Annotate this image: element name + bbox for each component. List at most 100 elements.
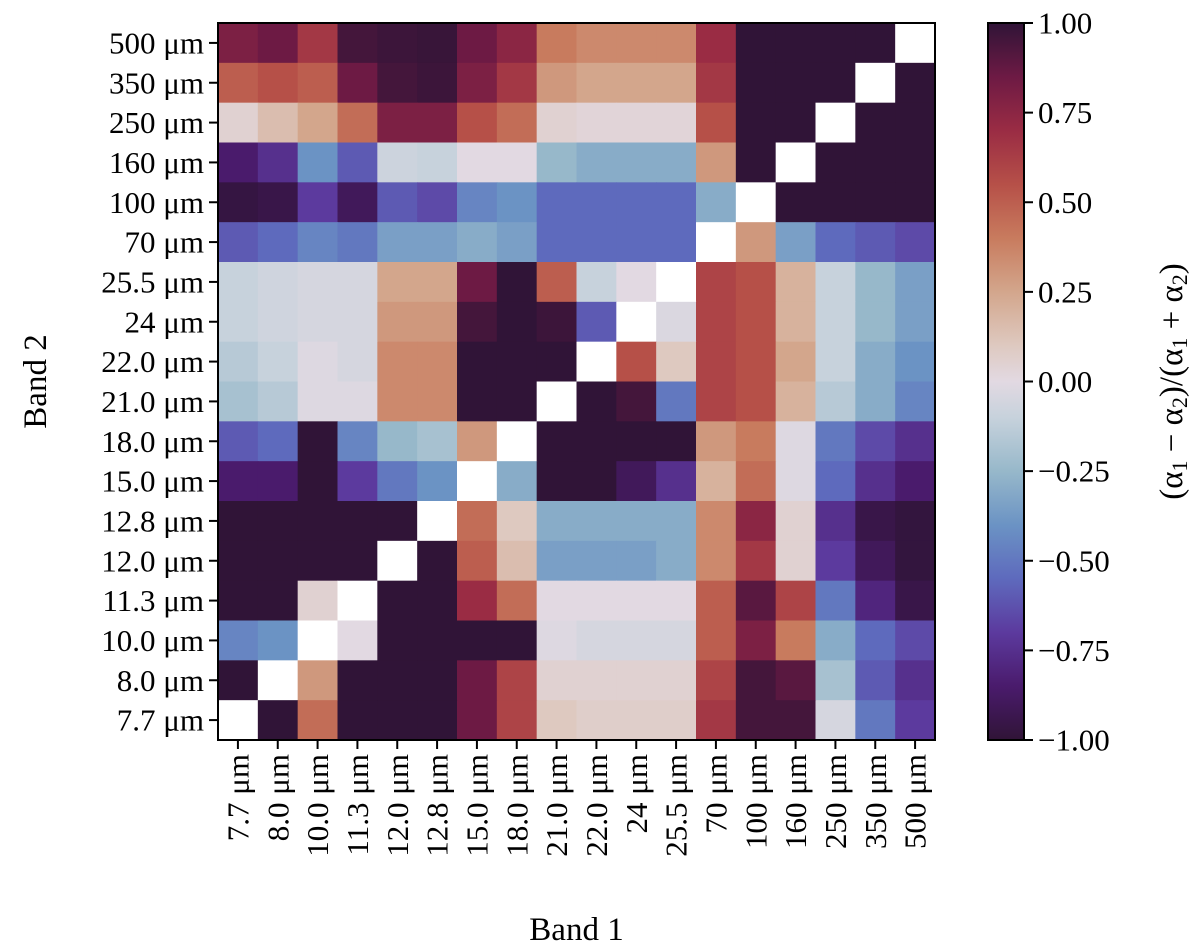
heatmap-cell [656,182,697,223]
heatmap-cell [576,182,617,223]
heatmap-cell [257,23,299,64]
heatmap-cell [337,222,378,263]
heatmap-cells [218,23,936,741]
heatmap-cell [496,580,538,622]
heatmap-cell [536,660,578,701]
heatmap-cell [895,301,936,343]
heatmap-cell [457,620,498,661]
heatmap-cell [218,341,259,383]
y-tick-label: 350 μm [109,65,204,100]
heatmap-cell [257,222,299,263]
heatmap-cell [775,381,817,422]
heatmap-cell [536,620,578,661]
heatmap-cell [377,62,418,104]
colorbar-tick-label: −1.00 [1038,723,1110,758]
heatmap-cell [616,102,657,144]
heatmap-cell [536,262,578,303]
heatmap-cell [895,182,936,223]
heatmap-cell [536,23,578,64]
x-tick-label: 18.0 μm [499,754,534,857]
heatmap-cell [735,301,777,343]
heatmap-cell [457,580,498,622]
heatmap-cell [377,580,418,622]
heatmap-cell [257,102,299,144]
heatmap-cell [696,580,737,622]
heatmap-cell [536,421,578,462]
heatmap-cell [536,182,578,223]
heatmap-cell [895,580,936,622]
heatmap-cell [656,341,697,383]
heatmap-cell [775,501,817,542]
colorbar-tick-label: −0.25 [1038,454,1110,489]
heatmap-cell [815,23,856,64]
heatmap-cell [337,421,378,462]
heatmap-cell [218,421,259,462]
heatmap-cell [218,660,259,701]
heatmap-cell [656,501,697,542]
heatmap-cell [656,540,697,582]
heatmap-cell [656,23,697,64]
heatmap-cell-diagonal [457,461,498,502]
heatmap-cell [855,301,896,343]
heatmap-cell-diagonal [616,301,657,343]
y-tick-label: 22.0 μm [101,344,204,379]
heatmap-cell [218,142,259,183]
heatmap-cell [457,222,498,263]
heatmap-cell [815,700,856,741]
heatmap-cell [616,660,657,701]
heatmap-cell [855,620,896,661]
heatmap-cell [895,421,936,462]
heatmap-cell [536,461,578,502]
y-tick-label: 25.5 μm [101,264,204,299]
heatmap-cell [457,23,498,64]
heatmap-cell [417,23,458,64]
heatmap-cell [576,142,617,183]
heatmap-cell [815,580,856,622]
heatmap-cell [616,540,657,582]
heatmap-cell [377,182,418,223]
heatmap-cell [377,501,418,542]
heatmap-cell [895,620,936,661]
heatmap-cell [417,262,458,303]
heatmap-cell [775,301,817,343]
colorbar-tick-label: 0.00 [1038,364,1092,399]
heatmap-cell [696,23,737,64]
heatmap-cell [696,501,737,542]
heatmap-cell-diagonal [496,421,538,462]
heatmap-cell [855,700,896,741]
heatmap-cell [735,660,777,701]
heatmap-cell [775,700,817,741]
heatmap-cell [417,222,458,263]
heatmap-cell [815,660,856,701]
heatmap-cell [895,660,936,701]
x-tick-label: 10.0 μm [300,754,335,857]
x-tick-label: 350 μm [858,754,893,849]
heatmap-cell [576,23,617,64]
heatmap-cell [377,421,418,462]
heatmap-cell [496,222,538,263]
plot-frame [217,22,936,741]
heatmap-cell [735,620,777,661]
heatmap-cell [696,262,737,303]
heatmap-cell [696,700,737,741]
heatmap-cell [257,262,299,303]
heatmap-cell [496,182,538,223]
heatmap-cell [775,102,817,144]
heatmap-cell [496,540,538,582]
heatmap-cell [337,540,378,582]
heatmap-cell [297,262,339,303]
heatmap-cell [576,580,617,622]
heatmap-cell [257,421,299,462]
heatmap-cell-diagonal [257,660,299,701]
heatmap-cell [656,102,697,144]
heatmap-cell [815,620,856,661]
heatmap-cell [735,381,777,422]
heatmap-cell [377,341,418,383]
heatmap-cell [417,142,458,183]
colorbar-tick-label: −0.50 [1038,543,1110,578]
heatmap-cell [775,341,817,383]
heatmap-cell [496,461,538,502]
y-tick-label: 250 μm [109,105,204,140]
heatmap-cell [297,23,339,64]
heatmap-cell [735,341,777,383]
